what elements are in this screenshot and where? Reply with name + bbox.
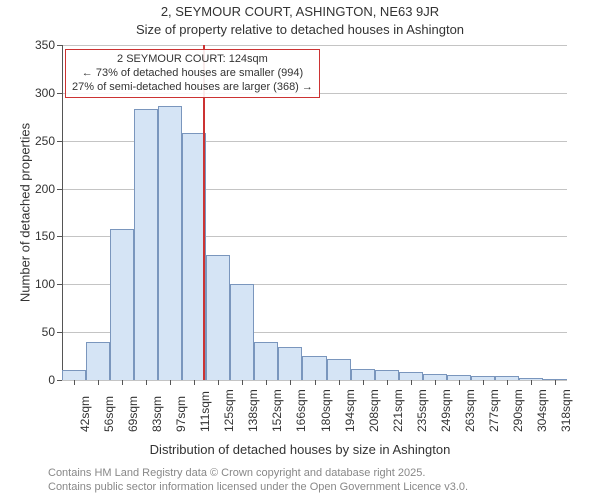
x-tick: [194, 380, 195, 385]
x-axis-label: Distribution of detached houses by size …: [30, 442, 570, 457]
x-tick: [146, 380, 147, 385]
x-tick: [507, 380, 508, 385]
x-tick-label: 290sqm: [511, 389, 525, 432]
histogram-bar: [206, 255, 230, 380]
y-tick-label: 150: [27, 229, 55, 243]
x-tick: [98, 380, 99, 385]
histogram-bar: [399, 372, 423, 380]
x-tick: [483, 380, 484, 385]
footer-line-2: Contains public sector information licen…: [48, 480, 468, 494]
y-tick-label: 250: [27, 134, 55, 148]
x-tick-label: 318sqm: [559, 389, 573, 432]
x-tick: [339, 380, 340, 385]
footer-line-1: Contains HM Land Registry data © Crown c…: [48, 466, 468, 480]
x-tick: [266, 380, 267, 385]
x-tick: [555, 380, 556, 385]
chart-subtitle: Size of property relative to detached ho…: [0, 22, 600, 37]
histogram-bar: [110, 229, 134, 380]
x-tick-label: 97sqm: [174, 396, 188, 432]
histogram-bar: [254, 342, 278, 380]
x-tick: [411, 380, 412, 385]
y-tick-label: 0: [27, 373, 55, 387]
annotation-line: 2 SEYMOUR COURT: 124sqm: [72, 53, 313, 67]
x-tick-label: 152sqm: [270, 389, 284, 432]
y-tick-label: 300: [27, 86, 55, 100]
histogram-bar: [134, 109, 158, 380]
y-tick-label: 100: [27, 277, 55, 291]
x-tick: [459, 380, 460, 385]
x-tick: [315, 380, 316, 385]
x-tick: [387, 380, 388, 385]
histogram-bar: [375, 370, 399, 380]
histogram-bar: [86, 342, 110, 380]
x-tick-label: 221sqm: [391, 389, 405, 432]
x-tick-label: 208sqm: [367, 389, 381, 432]
y-tick-label: 200: [27, 182, 55, 196]
x-tick-label: 235sqm: [415, 389, 429, 432]
chart-container: 2, SEYMOUR COURT, ASHINGTON, NE63 9JR Si…: [0, 0, 600, 500]
x-tick-label: 138sqm: [246, 389, 260, 432]
y-tick-label: 350: [27, 38, 55, 52]
plot-area: 2 SEYMOUR COURT: 124sqm← 73% of detached…: [62, 45, 567, 380]
x-tick: [242, 380, 243, 385]
grid-line: [62, 45, 567, 46]
x-tick-label: 304sqm: [535, 389, 549, 432]
histogram-bar: [158, 106, 182, 380]
histogram-bar: [351, 369, 375, 380]
x-tick: [531, 380, 532, 385]
histogram-bar: [62, 370, 86, 380]
y-axis-line: [62, 45, 63, 380]
x-tick-label: 42sqm: [78, 396, 92, 432]
x-tick: [435, 380, 436, 385]
histogram-bar: [230, 284, 254, 380]
x-tick: [363, 380, 364, 385]
x-tick-label: 69sqm: [126, 396, 140, 432]
x-tick-label: 111sqm: [198, 391, 212, 432]
annotation-box: 2 SEYMOUR COURT: 124sqm← 73% of detached…: [65, 49, 320, 98]
histogram-bar: [278, 347, 302, 381]
x-tick-label: 180sqm: [319, 389, 333, 432]
chart-title: 2, SEYMOUR COURT, ASHINGTON, NE63 9JR: [0, 4, 600, 19]
x-tick-label: 249sqm: [439, 389, 453, 432]
x-tick: [122, 380, 123, 385]
annotation-line: ← 73% of detached houses are smaller (99…: [72, 67, 313, 81]
histogram-bar: [302, 356, 326, 380]
x-tick-label: 277sqm: [487, 389, 501, 432]
x-tick: [290, 380, 291, 385]
x-tick: [170, 380, 171, 385]
x-tick: [218, 380, 219, 385]
footer-attribution: Contains HM Land Registry data © Crown c…: [48, 466, 468, 495]
y-tick-label: 50: [27, 325, 55, 339]
x-tick-label: 125sqm: [222, 389, 236, 432]
x-tick: [74, 380, 75, 385]
x-tick-label: 263sqm: [463, 389, 477, 432]
x-tick-label: 166sqm: [294, 389, 308, 432]
annotation-line: 27% of semi-detached houses are larger (…: [72, 81, 313, 95]
x-tick-label: 83sqm: [150, 396, 164, 432]
x-tick-label: 194sqm: [343, 389, 357, 432]
x-tick-label: 56sqm: [102, 396, 116, 432]
histogram-bar: [327, 359, 351, 380]
